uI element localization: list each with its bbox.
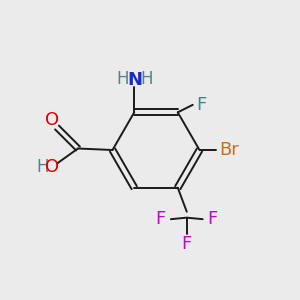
Text: F: F: [182, 235, 192, 253]
Text: O: O: [44, 158, 59, 175]
Text: H: H: [140, 70, 152, 88]
Text: N: N: [128, 71, 142, 89]
Text: H: H: [117, 70, 129, 88]
Text: F: F: [208, 210, 218, 228]
Text: O: O: [44, 111, 59, 129]
Text: Br: Br: [219, 141, 239, 159]
Text: F: F: [155, 210, 166, 228]
Text: H: H: [36, 158, 49, 175]
Text: F: F: [196, 96, 207, 114]
